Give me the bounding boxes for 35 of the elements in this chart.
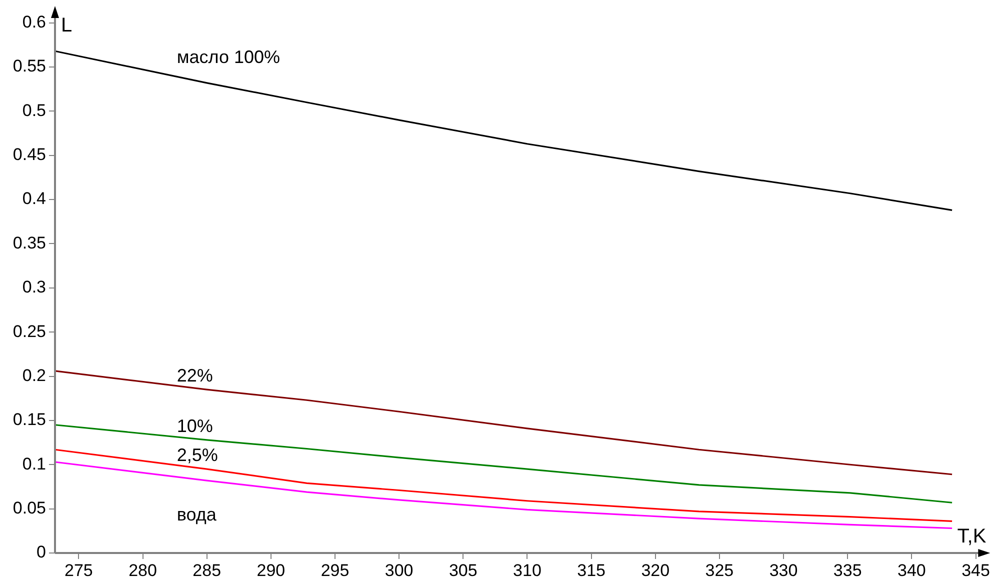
x-tick-label: 345 [962,560,990,580]
x-tick-label: 305 [448,560,478,580]
series-label: 22% [176,366,213,386]
y-tick-label: 0.3 [22,278,46,297]
y-tick-label: 0.6 [22,12,46,32]
series-label: 10% [176,416,213,436]
y-tick-label: 0.15 [12,410,46,430]
x-tick-label: 320 [641,560,670,580]
x-axis-title: T,K [957,526,987,548]
x-tick-label: 280 [128,560,157,580]
x-tick-label: 315 [577,560,606,580]
x-tick-label: 340 [897,560,926,580]
y-tick-label: 0.2 [22,366,46,385]
y-tick-label: 0.4 [22,189,46,208]
x-tick-label: 275 [64,560,93,580]
x-tick-label: 330 [769,560,798,580]
x-tick-label: 285 [192,560,222,580]
y-tick-label: 0.25 [12,322,46,341]
y-tick-label: 0.5 [22,100,46,120]
series-label: 2,5% [176,445,218,466]
x-tick-label: 295 [320,560,350,580]
y-tick-label: 0.1 [22,454,46,474]
x-tick-label: 290 [256,560,286,580]
y-axis-title: L [61,14,72,37]
x-tick-label: 335 [833,560,862,580]
series-label: вода [176,504,218,525]
y-tick-label: 0.35 [12,233,46,252]
x-tick-label: 310 [513,560,542,580]
y-tick-label: 0 [36,542,46,562]
x-tick-label: 300 [384,560,414,580]
y-tick-label: 0.45 [12,145,46,164]
y-tick-label: 0.55 [12,56,46,76]
series-label: масло 100% [176,46,280,67]
y-tick-label: 0.05 [12,498,46,518]
x-tick-label: 325 [705,560,734,580]
